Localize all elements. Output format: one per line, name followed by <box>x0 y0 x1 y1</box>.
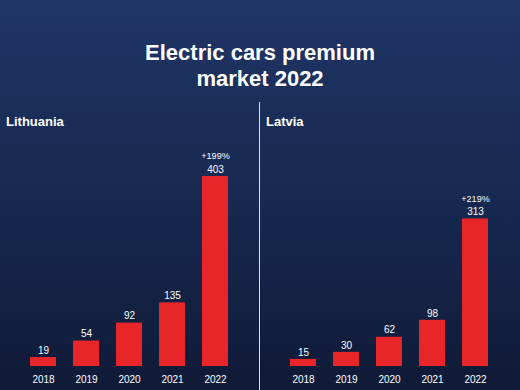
svg-text:135: 135 <box>164 290 181 301</box>
svg-text:403: 403 <box>207 164 224 175</box>
svg-text:92: 92 <box>124 310 136 321</box>
svg-text:98: 98 <box>427 308 439 319</box>
svg-text:2020: 2020 <box>118 374 141 385</box>
svg-text:54: 54 <box>81 328 93 339</box>
svg-text:2020: 2020 <box>378 374 401 385</box>
svg-text:2018: 2018 <box>292 374 315 385</box>
svg-text:2021: 2021 <box>161 374 184 385</box>
svg-text:313: 313 <box>467 206 484 217</box>
html-text:Electric cars premium market 2: Electric cars premium market 2022 <box>145 40 375 91</box>
svg-text:+199%: +199% <box>201 151 229 161</box>
svg-text:2018: 2018 <box>32 374 55 385</box>
svg-text:30: 30 <box>341 340 353 351</box>
svg-text:2022: 2022 <box>204 374 227 385</box>
svg-text:2019: 2019 <box>75 374 98 385</box>
html-text:Latvia: Latvia <box>266 114 304 129</box>
html-text:Lithuania: Lithuania <box>6 114 64 129</box>
svg-text:15: 15 <box>298 347 310 358</box>
svg-text:2021: 2021 <box>421 374 444 385</box>
svg-text:19: 19 <box>38 345 50 356</box>
svg-text:2022: 2022 <box>464 374 487 385</box>
svg-text:62: 62 <box>384 324 396 335</box>
svg-text:2019: 2019 <box>335 374 358 385</box>
svg-text:+219%: +219% <box>461 194 489 204</box>
